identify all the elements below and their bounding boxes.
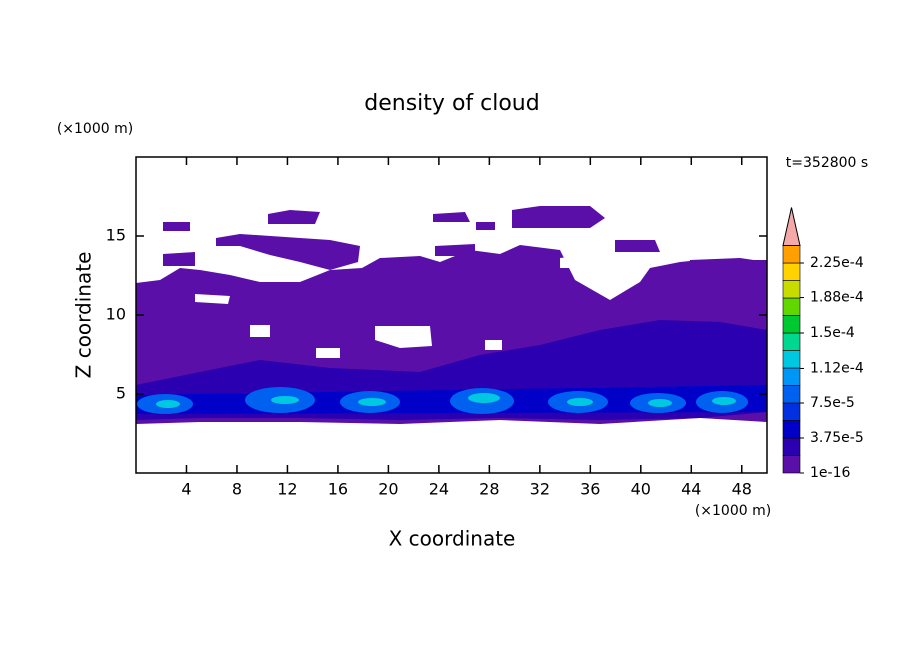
colorbar-tick-label: 3.75e-5	[810, 430, 864, 446]
contour-region	[268, 210, 320, 224]
colorbar-extend	[782, 207, 801, 246]
colorbar-tick-label: 7.5e-5	[810, 395, 855, 411]
contour-region	[615, 240, 660, 252]
colorbar-band	[782, 455, 801, 474]
contour-region	[512, 206, 605, 228]
y-tick-label: 15	[106, 226, 126, 245]
x-tick-label: 48	[732, 480, 752, 499]
contour-region	[358, 398, 386, 406]
contour-region	[163, 252, 195, 266]
chart-title: density of cloud	[364, 91, 539, 116]
x-tick-label: 20	[378, 480, 398, 499]
y-unit: (×1000 m)	[57, 121, 133, 137]
colorbar-tick-label: 1.5e-4	[810, 325, 855, 341]
colorbar-band	[782, 367, 801, 386]
x-tick-label: 40	[631, 480, 651, 499]
colorbar-tick-label: 2.25e-4	[810, 255, 864, 271]
contour-region	[435, 244, 475, 256]
colorbar-band	[782, 437, 801, 456]
x-tick-label: 4	[181, 480, 191, 499]
contour-region	[476, 222, 495, 230]
colorbar-band	[782, 420, 801, 439]
x-tick-label: 28	[479, 480, 499, 499]
colorbar-band	[782, 297, 801, 316]
contour-region	[433, 212, 470, 222]
contour-region	[156, 400, 180, 408]
x-unit: (×1000 m)	[695, 503, 771, 519]
contour-region	[648, 399, 672, 407]
x-axis-label: X coordinate	[389, 527, 516, 551]
colorbar-band	[782, 402, 801, 421]
contour-region	[485, 340, 502, 350]
contour-region	[316, 348, 340, 358]
x-tick-label: 32	[530, 480, 550, 499]
colorbar-tick-label: 1.88e-4	[810, 290, 864, 306]
y-tick-label: 10	[106, 305, 126, 324]
contour-region	[375, 326, 432, 348]
contour-region	[250, 325, 270, 337]
colorbar-band	[782, 315, 801, 334]
colorbar-band	[782, 245, 801, 264]
contour-region	[195, 294, 230, 304]
time-annotation: t=352800 s	[786, 155, 868, 171]
x-tick-label: 12	[277, 480, 297, 499]
colorbar-tick-label: 1e-16	[810, 465, 850, 481]
x-tick-label: 8	[232, 480, 242, 499]
colorbar-tick-label: 1.12e-4	[810, 360, 864, 376]
y-axis-label: Z coordinate	[72, 252, 96, 379]
contour-region	[690, 258, 767, 280]
colorbar-band	[782, 350, 801, 369]
colorbar-band	[782, 280, 801, 299]
x-tick-label: 24	[429, 480, 449, 499]
contour-region	[216, 234, 360, 270]
colorbar-band	[782, 262, 801, 281]
y-tick-label: 5	[116, 384, 126, 403]
colorbar-band	[782, 332, 801, 351]
contour-region	[712, 397, 736, 405]
x-tick-label: 16	[328, 480, 348, 499]
contour-region	[163, 222, 190, 231]
contour-region	[271, 396, 299, 404]
x-tick-label: 44	[681, 480, 701, 499]
colorbar-band	[782, 385, 801, 404]
x-tick-label: 36	[580, 480, 600, 499]
contour-field	[136, 206, 767, 424]
contour-region	[560, 256, 580, 268]
contour-region	[567, 398, 593, 406]
contour-region	[468, 393, 500, 403]
